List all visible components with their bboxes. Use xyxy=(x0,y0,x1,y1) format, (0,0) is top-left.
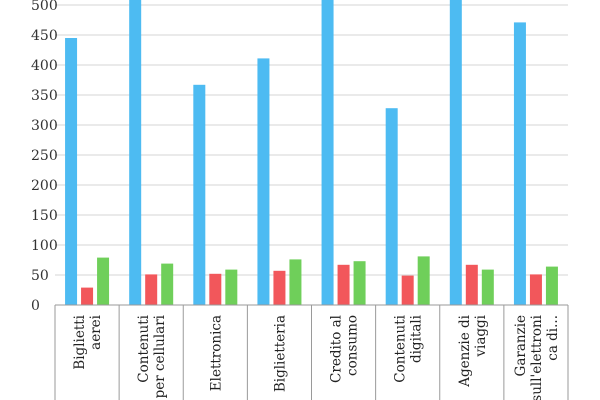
x-category-label: Garanzie xyxy=(513,315,529,376)
bar xyxy=(401,275,414,305)
y-tick-label: 300 xyxy=(31,118,58,134)
bar xyxy=(353,261,366,305)
bar xyxy=(289,259,302,305)
y-tick-label: 500 xyxy=(31,0,58,14)
x-category-label: viaggi xyxy=(473,314,489,357)
bar xyxy=(161,263,174,305)
y-tick-label: 400 xyxy=(31,58,58,74)
bar xyxy=(129,0,142,305)
y-axis: 0 50 100 150 200 250 300 350 400 450 500 xyxy=(31,0,58,314)
bar xyxy=(257,58,270,306)
y-tick-label: 250 xyxy=(31,148,58,164)
x-category-label: digitali xyxy=(409,314,425,363)
x-category-label: Elettronica xyxy=(208,315,224,391)
x-category-label: Biglietti xyxy=(72,314,88,369)
bar xyxy=(225,269,238,305)
bar xyxy=(529,274,542,305)
y-tick-label: 50 xyxy=(31,268,49,284)
bar xyxy=(449,0,462,305)
y-tick-label: 350 xyxy=(31,88,58,104)
y-tick-label: 200 xyxy=(31,178,58,194)
y-tick-label: 0 xyxy=(31,298,40,314)
x-category-label: Agenzie di xyxy=(457,314,473,387)
bar xyxy=(65,38,78,305)
x-category-label: Credito al xyxy=(329,315,345,383)
bar xyxy=(97,257,110,305)
bar xyxy=(417,256,430,305)
x-category-label: Contenuti xyxy=(136,314,152,382)
bars xyxy=(65,0,558,306)
bar xyxy=(385,108,398,305)
bar xyxy=(513,22,526,306)
bar xyxy=(81,287,94,305)
bar xyxy=(545,266,558,305)
x-axis: Biglietti aerei Contenuti per cellulari Elet… xyxy=(54,304,569,400)
y-tick-label: 150 xyxy=(31,208,58,224)
x-category-label: aerei xyxy=(88,314,104,349)
bar xyxy=(321,0,334,305)
bar xyxy=(481,269,494,305)
x-category-label: Biglietteria xyxy=(272,315,288,392)
y-tick-label: 450 xyxy=(31,28,58,44)
x-category-label: sull'elettroni xyxy=(529,314,545,400)
x-category-label: Contenuti xyxy=(393,314,409,382)
x-category-label: per cellulari xyxy=(152,314,168,398)
bar xyxy=(193,84,206,305)
bar xyxy=(145,274,158,305)
bar xyxy=(337,264,350,305)
bar xyxy=(209,273,222,305)
x-category-label: consumo xyxy=(345,315,361,376)
bar xyxy=(273,270,286,305)
bar xyxy=(465,264,478,305)
x-category-label: ca di... xyxy=(545,315,561,361)
y-tick-label: 100 xyxy=(31,238,58,254)
